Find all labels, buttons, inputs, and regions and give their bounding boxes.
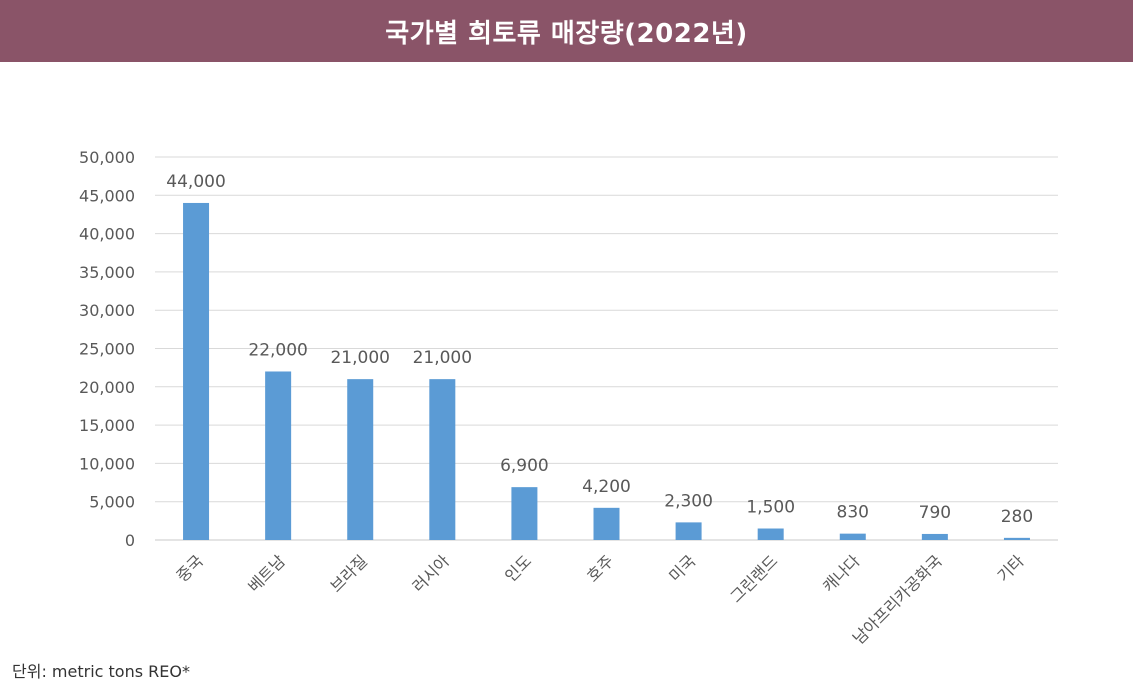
x-tick-label: 기타 — [994, 551, 1028, 585]
x-tick-label: 러시아 — [408, 551, 453, 596]
bar — [593, 507, 620, 540]
data-label: 21,000 — [330, 348, 389, 368]
y-tick-label: 35,000 — [79, 263, 135, 282]
bar — [921, 533, 948, 540]
bar — [429, 379, 456, 540]
x-tick-label: 베트남 — [244, 551, 289, 596]
y-tick-label: 30,000 — [79, 301, 135, 320]
x-tick-label: 캐나다 — [819, 551, 864, 596]
y-tick-label: 15,000 — [79, 416, 135, 435]
data-label: 830 — [837, 503, 869, 523]
bars — [183, 202, 1030, 540]
bar — [511, 487, 538, 540]
data-labels: 44,000 22,000 21,000 21,000 6,900 4,200 2,300 1… — [166, 172, 1033, 527]
unit-footnote: 단위: metric tons REO* — [12, 662, 190, 681]
y-tick-label: 25,000 — [79, 340, 135, 359]
y-tick-label: 40,000 — [79, 225, 135, 244]
y-tick-label: 10,000 — [79, 454, 135, 473]
data-label: 1,500 — [746, 498, 795, 518]
x-tick-label: 브라질 — [326, 551, 371, 596]
data-label: 22,000 — [248, 340, 307, 360]
data-label: 4,200 — [582, 477, 631, 497]
x-tick-label: 호주 — [583, 551, 617, 585]
y-tick-label: 45,000 — [79, 186, 135, 205]
bar — [183, 202, 210, 540]
y-tick-label: 5,000 — [89, 493, 135, 512]
gridlines — [155, 156, 1058, 541]
y-tick-label: 50,000 — [79, 148, 135, 167]
data-label: 44,000 — [166, 172, 225, 192]
bar — [839, 533, 866, 540]
data-label: 2,300 — [664, 491, 713, 511]
chart-title: 국가별 희토류 매장량(2022년) — [385, 18, 748, 49]
data-label: 6,900 — [500, 456, 549, 476]
bar — [347, 379, 374, 540]
x-tick-label: 남아프리카공화국 — [849, 551, 946, 648]
x-tick-label: 그린랜드 — [726, 551, 781, 606]
data-label: 790 — [919, 503, 951, 523]
y-tick-label: 20,000 — [79, 378, 135, 397]
bar — [265, 371, 292, 540]
bar — [675, 522, 702, 540]
y-axis-ticks: 0 5,000 10,000 15,000 20,000 25,000 30,000 35,0… — [79, 148, 135, 550]
x-tick-label: 중국 — [173, 551, 207, 585]
bar — [1003, 537, 1030, 540]
data-label: 280 — [1001, 507, 1033, 527]
bar — [757, 528, 784, 540]
x-tick-label: 미국 — [665, 551, 699, 585]
title-bar: 국가별 희토류 매장량(2022년) — [0, 0, 1133, 62]
y-tick-label: 0 — [125, 531, 135, 550]
x-tick-label: 인도 — [501, 551, 535, 585]
data-label: 21,000 — [413, 348, 472, 368]
